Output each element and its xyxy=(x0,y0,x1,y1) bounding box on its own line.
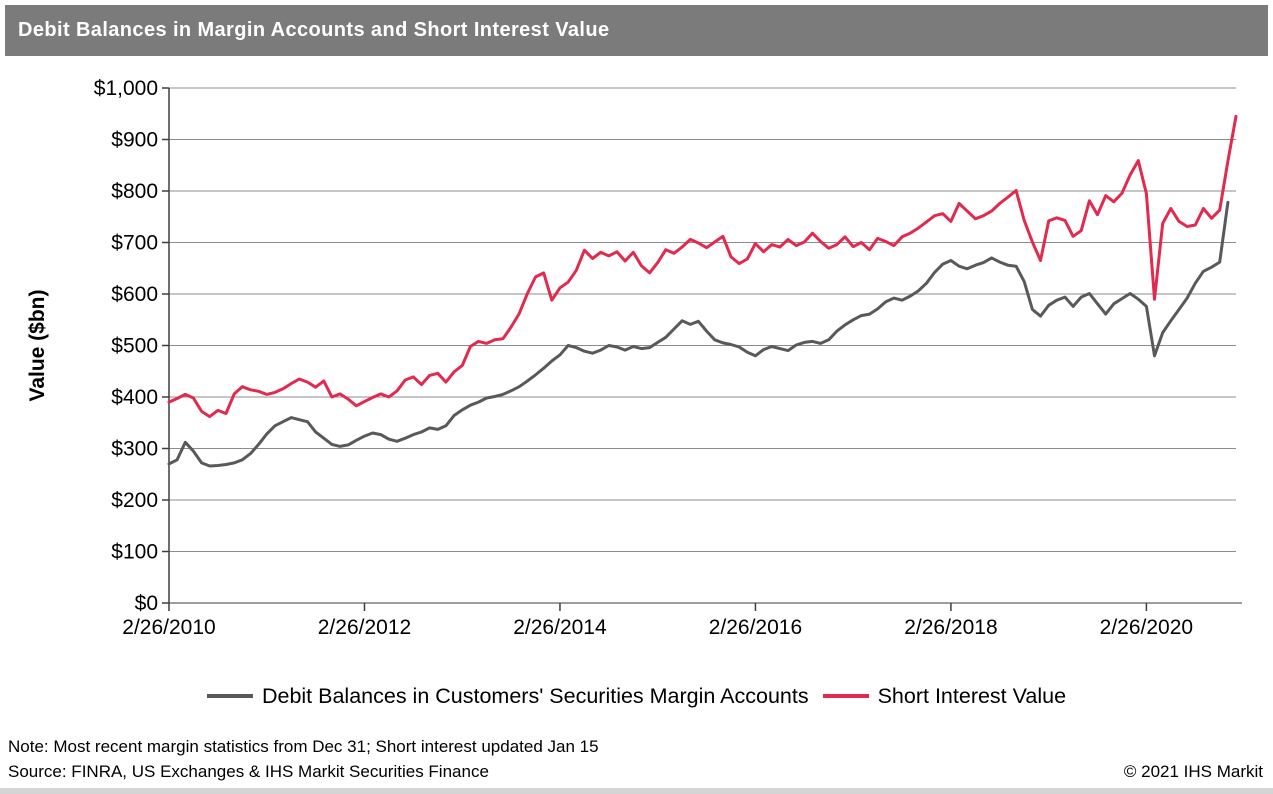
line-chart-plot-area: $0 $100 $200 $300 $400 $500 $600 $700 $800 $900 $1… xyxy=(26,77,1242,639)
x-tick-label: 2/26/2016 xyxy=(709,616,802,639)
chart-title-bar: Debit Balances in Margin Accounts and Sh… xyxy=(5,5,1268,56)
y-tick-label: $200 xyxy=(111,489,158,512)
legend-label: Short Interest Value xyxy=(877,683,1067,708)
y-tick-label: $900 xyxy=(111,129,158,152)
legend-line-swatch-red xyxy=(822,694,869,698)
series-line-debit-balances xyxy=(167,200,1230,468)
chart-legend: Debit Balances in Customers' Securities … xyxy=(0,678,1273,714)
series-line-short-interest xyxy=(167,114,1238,419)
legend-item-debit-balances: Debit Balances in Customers' Securities … xyxy=(206,683,809,709)
footnote-source: Source: FINRA, US Exchanges & IHS Markit… xyxy=(8,762,489,781)
y-tick-label: $500 xyxy=(111,335,158,358)
y-tick-label: $400 xyxy=(111,386,158,409)
y-tick-label: $300 xyxy=(111,438,158,461)
y-tick-label: $600 xyxy=(111,283,158,306)
y-tick-label: $700 xyxy=(111,232,158,255)
y-axis-title: Value ($bn) xyxy=(26,289,49,401)
x-tick-label: 2/26/2010 xyxy=(122,616,215,639)
y-tick-label: $1,000 xyxy=(94,77,158,100)
legend-label: Debit Balances in Customers' Securities … xyxy=(261,683,809,708)
copyright-text: © 2021 IHS Markit xyxy=(1123,762,1263,781)
footnote-note: Note: Most recent margin statistics from… xyxy=(8,737,599,756)
x-tick-label: 2/26/2018 xyxy=(904,616,997,639)
x-tick-label: 2/26/2014 xyxy=(513,616,607,639)
y-tick-label: $800 xyxy=(111,180,158,203)
x-tick-label: 2/26/2012 xyxy=(318,616,411,639)
bottom-divider xyxy=(0,788,1273,794)
legend-item-short-interest: Short Interest Value xyxy=(822,683,1067,709)
chart-title: Debit Balances in Margin Accounts and Sh… xyxy=(18,19,610,41)
x-tick-label: 2/26/2020 xyxy=(1100,616,1193,639)
y-tick-label: $0 xyxy=(135,592,158,615)
y-tick-label: $100 xyxy=(111,541,158,564)
legend-line-swatch-gray xyxy=(206,694,253,698)
